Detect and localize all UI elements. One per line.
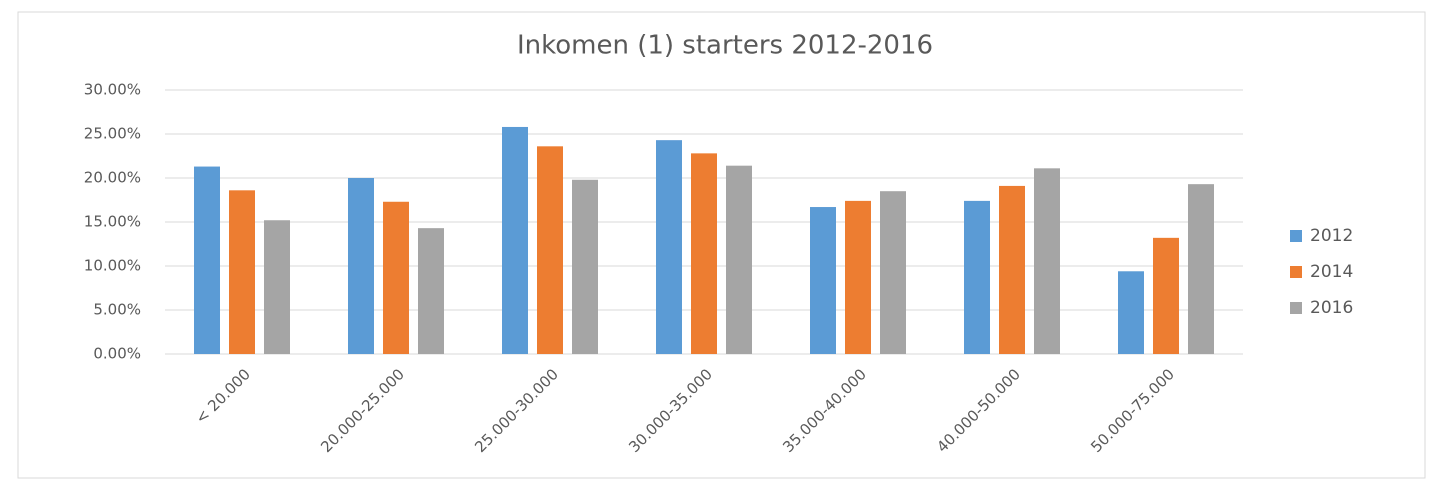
bar	[264, 220, 290, 354]
bar	[418, 228, 444, 354]
bar	[194, 166, 220, 354]
bar	[1153, 237, 1179, 354]
bar	[1188, 184, 1214, 354]
bar	[964, 200, 990, 354]
legend-label: 2012	[1310, 226, 1353, 246]
legend-swatch	[1290, 230, 1302, 242]
bar	[383, 201, 409, 354]
bar	[229, 190, 255, 354]
bar	[880, 191, 906, 354]
bar	[810, 207, 836, 354]
y-tick-label: 15.00%	[84, 213, 141, 231]
bar	[502, 126, 528, 355]
legend-label: 2014	[1310, 262, 1353, 282]
bar	[656, 140, 682, 354]
y-tick-label: 0.00%	[93, 345, 141, 363]
chart-title: Inkomen (1) starters 2012-2016	[517, 31, 933, 61]
bar	[348, 178, 374, 354]
y-tick-label: 10.00%	[84, 257, 141, 275]
y-tick-label: 30.00%	[84, 81, 141, 99]
y-tick-label: 25.00%	[84, 125, 141, 143]
bar	[1034, 168, 1060, 354]
bar	[537, 146, 563, 354]
bar	[999, 185, 1025, 354]
bar	[845, 200, 871, 354]
legend-swatch	[1290, 302, 1302, 314]
bar	[726, 165, 752, 354]
legend-label: 2016	[1310, 298, 1353, 318]
bar	[1118, 271, 1144, 354]
bar	[691, 153, 717, 354]
y-tick-label: 20.00%	[84, 169, 141, 187]
y-tick-label: 5.00%	[93, 301, 141, 319]
legend-swatch	[1290, 266, 1302, 278]
bar	[572, 179, 598, 354]
